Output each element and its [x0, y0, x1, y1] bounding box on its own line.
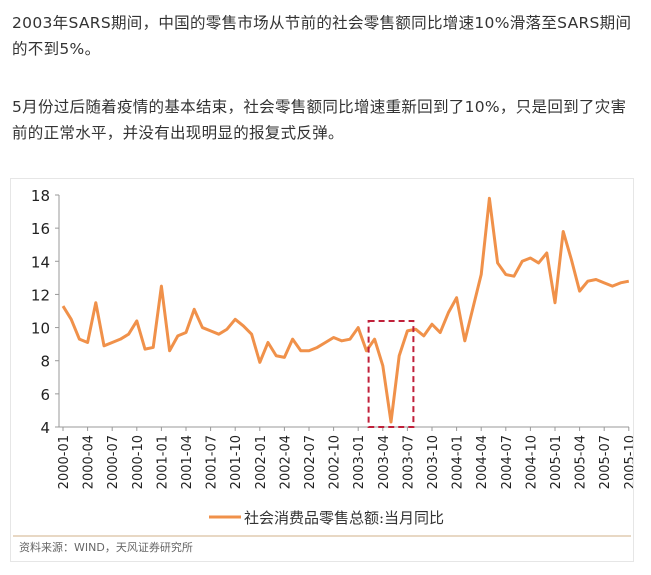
x-tick-label: 2002-07 [303, 435, 318, 489]
legend-label: 社会消费品零售总额:当月同比 [244, 509, 444, 527]
y-tick-label: 18 [31, 187, 50, 205]
x-tick-label: 2003-04 [377, 435, 392, 489]
y-tick-label: 12 [31, 286, 50, 304]
x-tick-label: 2004-01 [451, 435, 466, 489]
x-tick-label: 2000-10 [131, 435, 146, 489]
highlight-box [367, 319, 415, 428]
x-tick-label: 2001-04 [180, 435, 195, 489]
paragraph-2: 5月份过后随着疫情的基本结束，社会零售额同比增速重新回到了10%，只是回到了灾害… [12, 98, 627, 142]
series-line [61, 196, 630, 424]
y-tick-label: 10 [31, 320, 50, 338]
line-chart: 4 6 8 10 12 14 16 18 2000-01 2000-04 2000-07 2000-1… [31, 187, 633, 527]
paragraph-1: 2003年SARS期间，中国的零售市场从节前的社会零售额同比增速10%滑落至SA… [12, 14, 632, 58]
y-tick-label: 8 [40, 353, 50, 371]
x-tick-label: 2001-07 [205, 435, 220, 489]
y-tick-label: 4 [40, 419, 50, 437]
x-tick-label: 2005-04 [574, 435, 589, 489]
x-tick-label: 2004-10 [524, 435, 539, 489]
x-tick-label: 2003-07 [401, 435, 416, 489]
x-tick-label: 2005-07 [598, 435, 613, 489]
y-tick-label: 6 [40, 386, 50, 404]
x-tick-label: 2002-04 [278, 435, 293, 489]
x-tick-label: 2001-10 [229, 435, 244, 489]
x-tick-label: 2004-07 [500, 435, 515, 489]
x-tick-label: 2003-10 [426, 435, 441, 489]
x-tick-label: 2003-01 [352, 435, 367, 489]
source-note: 资料来源：WIND，天风证券研究所 [19, 541, 193, 554]
x-tick-label: 2002-10 [328, 435, 343, 489]
x-tick-label: 2005-10 [623, 435, 633, 489]
y-tick-label: 14 [31, 253, 50, 271]
chart-figure: 4 6 8 10 12 14 16 18 2000-01 2000-04 2000-07 2000-1… [10, 178, 634, 562]
x-tick-label: 2000-01 [57, 435, 72, 489]
divider [13, 535, 631, 537]
x-tick-label: 2001-01 [155, 435, 170, 489]
y-tick-label: 16 [31, 220, 50, 238]
x-tick-label: 2005-01 [549, 435, 564, 489]
x-tick-label: 2002-01 [254, 435, 269, 489]
x-tick-label: 2000-07 [106, 435, 121, 489]
x-tick-label: 2004-04 [475, 435, 490, 489]
x-tick-label: 2000-04 [82, 435, 97, 489]
